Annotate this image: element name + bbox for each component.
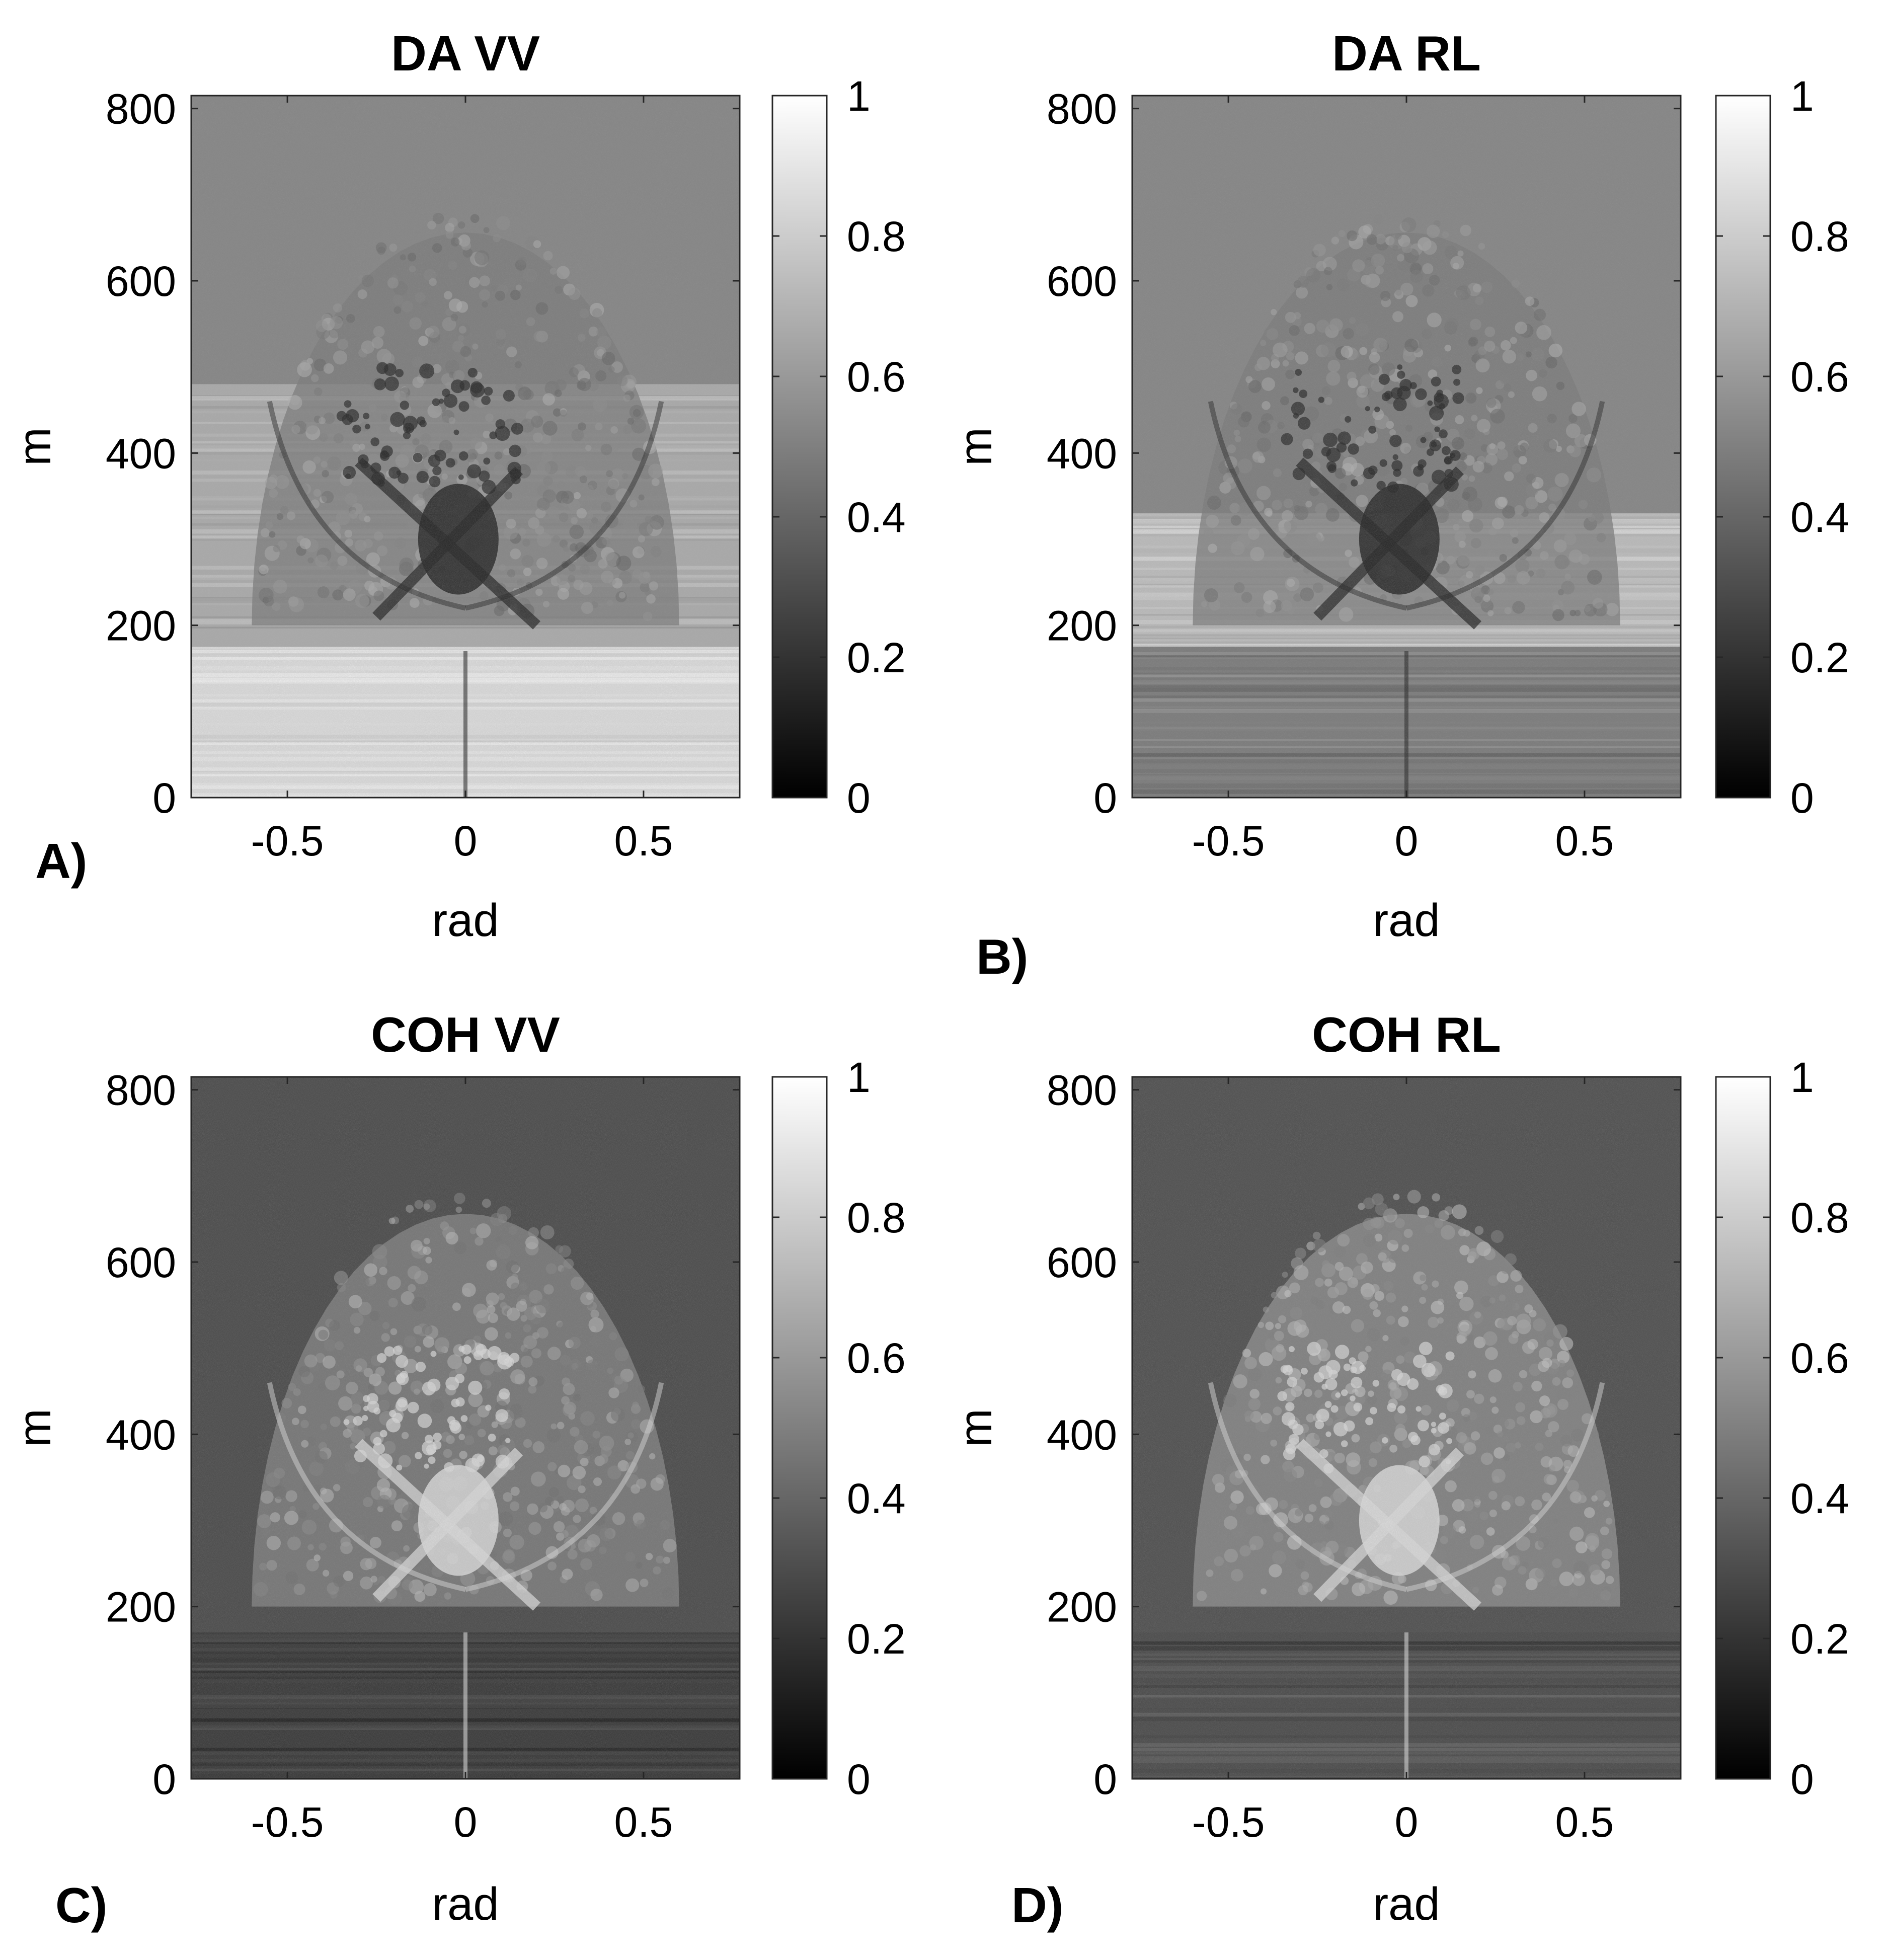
y-tick-label: 400 [106,430,176,477]
colorbar-tick-label: 0.8 [847,213,906,260]
y-tick-label: 200 [1047,602,1117,650]
heatmap-noise [191,96,740,798]
y-axis-label: m [9,427,60,466]
colorbar-tick-label: 0.4 [847,494,906,541]
heatmap-noise [1132,96,1681,798]
x-tick-label: 0.5 [614,1798,673,1846]
colorbar [771,1076,828,1780]
x-tick-label: -0.5 [251,1798,324,1846]
y-tick-label: 0 [152,774,176,822]
x-tick-label: -0.5 [251,817,324,865]
y-tick-label: 400 [1047,1411,1117,1458]
colorbar-tick-label: 0.2 [847,1615,906,1663]
y-tick-label: 200 [106,1584,176,1631]
colorbar-tick-label: 0.6 [1790,353,1849,401]
colorbar-tick-label: 0 [1790,774,1814,822]
y-tick-label: 800 [106,86,176,133]
colorbar-tick-label: 0.4 [1790,1475,1849,1522]
y-tick-label: 0 [1093,774,1117,822]
y-tick-label: 0 [1093,1756,1117,1803]
y-tick-label: 800 [1047,1067,1117,1114]
x-axis-label: rad [1373,895,1440,946]
y-tick-label: 200 [106,602,176,650]
y-tick-label: 600 [1047,1239,1117,1286]
y-tick-label: 0 [152,1756,176,1803]
colorbar-tick-label: 1 [1790,72,1814,120]
colorbar [1715,1076,1771,1780]
x-tick-label: 0 [1395,1798,1419,1846]
panel-title: COH RL [1312,1007,1501,1062]
x-axis-label: rad [1373,1878,1440,1930]
colorbar-tick-label: 0.2 [1790,1615,1849,1663]
colorbar-tick-label: 0 [1790,1756,1814,1803]
y-axis-label: m [9,1408,60,1447]
y-tick-label: 400 [1047,430,1117,477]
colorbar-tick-label: 0.2 [1790,634,1849,681]
colorbar-tick-label: 0.8 [1790,213,1849,260]
x-axis-label: rad [432,895,499,946]
colorbar-tick-label: 0.4 [847,1475,906,1522]
colorbar [1715,95,1771,799]
colorbar-tick-label: 0.6 [847,1335,906,1382]
y-tick-label: 600 [106,258,176,305]
colorbar-tick-label: 0.4 [1790,494,1849,541]
x-tick-label: 0.5 [1555,1798,1614,1846]
colorbar-tick-label: 0.8 [847,1194,906,1241]
y-axis-label: m [950,1408,1001,1447]
heatmap-image [191,1077,740,1779]
colorbar-tick-label: 0 [847,1756,871,1803]
panel-letter: A) [35,833,87,889]
colorbar-tick-label: 1 [1790,1054,1814,1101]
colorbar-tick-label: 0.2 [847,634,906,681]
colorbar-tick-label: 0.6 [1790,1335,1849,1382]
heatmap-noise [191,1077,740,1779]
colorbar [771,95,828,799]
x-axis-label: rad [432,1878,499,1930]
panel-title: DA VV [391,26,540,81]
x-tick-label: -0.5 [1192,817,1265,865]
y-tick-label: 600 [1047,258,1117,305]
panel-1: DA RL 0 200 400 600 800 -0.5 0 0.5 rad m B) 0 0.2 0.4 0… [950,26,1849,984]
panel-3: COH RL 0 200 400 600 800 -0.5 0 0.5 rad m D) 0 0.2 0.4… [950,1007,1849,1933]
y-axis-label: m [950,427,1001,466]
y-tick-label: 400 [106,1411,176,1458]
heatmap-image [1132,96,1681,798]
panel-title: DA RL [1332,26,1481,81]
panel-letter: D) [1011,1877,1063,1933]
colorbar-tick-label: 0.6 [847,353,906,401]
colorbar-tick-label: 0.8 [1790,1194,1849,1241]
x-tick-label: 0.5 [614,817,673,865]
y-tick-label: 800 [106,1067,176,1114]
y-tick-label: 600 [106,1239,176,1286]
panel-2: COH VV 0 200 400 600 800 -0.5 0 0.5 rad m C) 0 0.2 0.4… [9,1007,906,1933]
colorbar-tick-label: 0 [847,774,871,822]
colorbar-tick-label: 1 [847,72,871,120]
panel-letter: B) [976,929,1028,984]
x-tick-label: 0 [454,817,478,865]
panel-letter: C) [55,1877,107,1933]
x-tick-label: 0 [1395,817,1419,865]
panel-title: COH VV [371,1007,560,1062]
heatmap-noise [1132,1077,1681,1779]
y-tick-label: 800 [1047,86,1117,133]
x-tick-label: -0.5 [1192,1798,1265,1846]
colorbar-tick-label: 1 [847,1054,871,1101]
x-tick-label: 0.5 [1555,817,1614,865]
panel-0: DA VV 0 200 400 600 800 -0.5 0 0.5 rad m A) 0 0.2 0.4 0… [9,26,906,946]
x-tick-label: 0 [454,1798,478,1846]
heatmap-image [191,96,740,798]
heatmap-image [1132,1077,1681,1779]
y-tick-label: 200 [1047,1584,1117,1631]
